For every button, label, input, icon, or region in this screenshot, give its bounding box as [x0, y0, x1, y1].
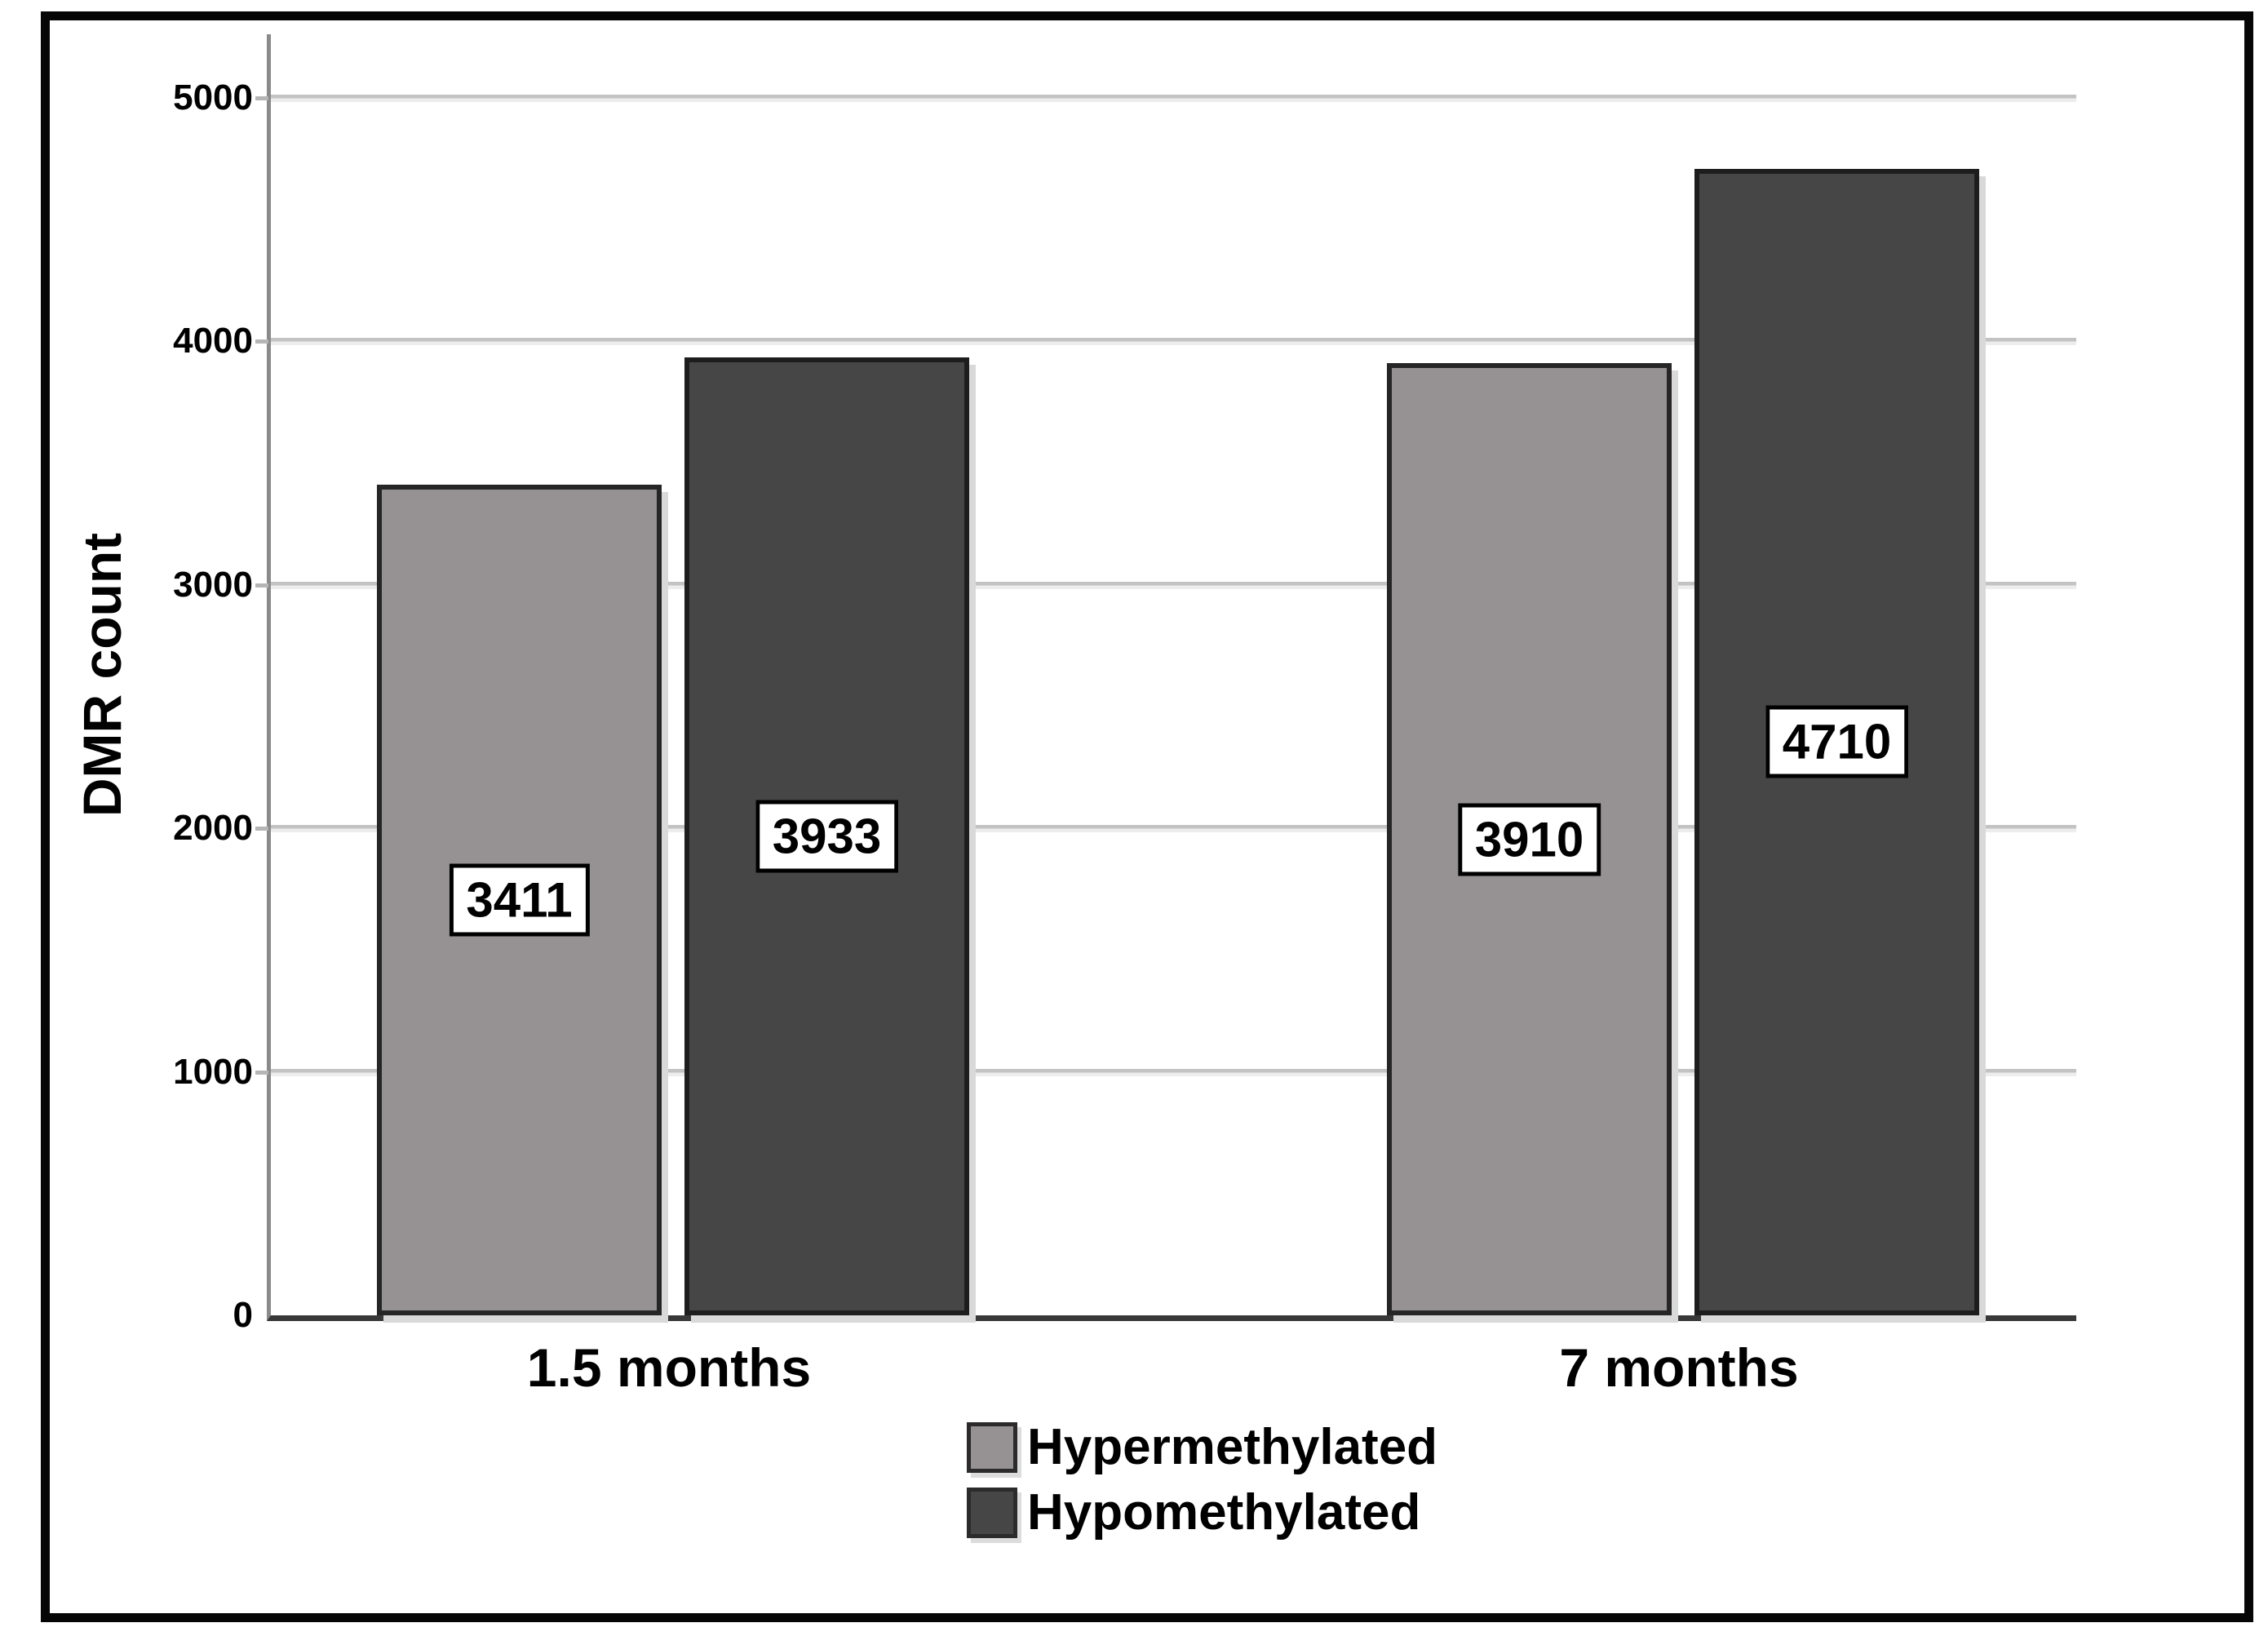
legend-swatch-hypermethylated [967, 1422, 1017, 1473]
gridline-1000 [271, 1068, 2076, 1076]
y-tick-mark [255, 339, 268, 344]
gridline-3000 [271, 581, 2076, 589]
bar-value-label: 3933 [755, 800, 899, 873]
y-tick-label-3000: 3000 [173, 564, 253, 605]
gridline-4000 [271, 338, 2076, 346]
y-tick-label-5000: 5000 [173, 78, 253, 118]
y-tick-mark [255, 96, 268, 100]
y-tick-label-0: 0 [233, 1295, 253, 1335]
gridline-2000 [271, 825, 2076, 833]
legend-label: Hypomethylated [1027, 1484, 1421, 1541]
figure-border [41, 11, 2253, 1622]
bar-value-label: 3910 [1457, 803, 1601, 876]
plot-area: 3411 3910 3933 4710 [267, 34, 2076, 1321]
legend-item: Hypermethylated [967, 1422, 1437, 1473]
bar-value-label: 3411 [449, 863, 590, 937]
y-tick-mark [255, 827, 268, 831]
legend-swatch-hypomethylated [967, 1488, 1017, 1538]
legend: Hypermethylated Hypomethylated [967, 1422, 1437, 1553]
legend-item: Hypomethylated [967, 1488, 1437, 1538]
y-tick-mark [255, 1070, 268, 1075]
y-tick-label-1000: 1000 [173, 1051, 253, 1092]
y-tick-label-2000: 2000 [173, 808, 253, 849]
x-category-label-1: 1.5 months [526, 1337, 812, 1398]
bar-value-label: 4710 [1765, 705, 1909, 778]
gridline-5000 [271, 95, 2076, 102]
y-tick-mark [255, 583, 268, 588]
y-tick-label-4000: 4000 [173, 321, 253, 361]
x-category-label-2: 7 months [1559, 1337, 1799, 1398]
legend-label: Hypermethylated [1027, 1419, 1438, 1475]
